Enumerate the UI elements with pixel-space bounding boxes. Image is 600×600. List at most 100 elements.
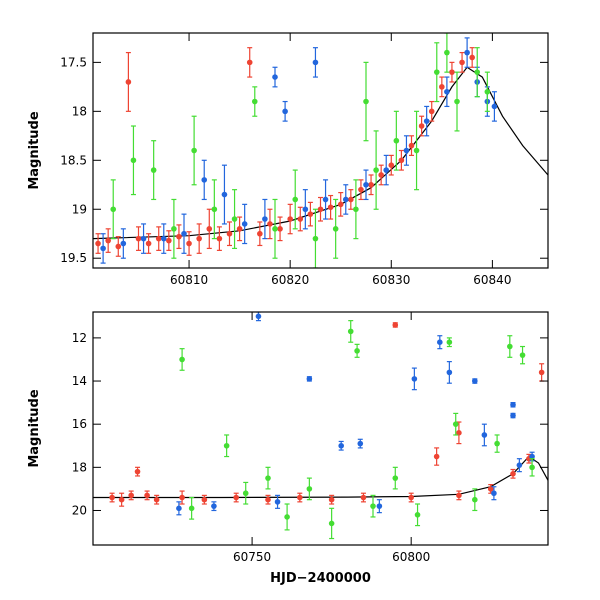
data-point	[171, 226, 177, 232]
y-tick-label: 19	[72, 202, 87, 216]
data-point	[456, 430, 462, 436]
data-point	[338, 442, 344, 449]
data-point	[444, 49, 450, 56]
data-point	[342, 196, 349, 203]
data-point	[347, 328, 354, 335]
data-point	[357, 440, 364, 447]
data-point	[538, 369, 545, 376]
model-curve	[93, 455, 548, 499]
data-point	[392, 475, 399, 481]
data-point	[322, 196, 329, 203]
data-point	[452, 421, 459, 427]
data-point	[398, 157, 405, 164]
data-point	[332, 226, 339, 232]
x-tick-label: 60820	[271, 273, 309, 287]
data-point	[302, 206, 309, 213]
y-tick-label: 18	[72, 460, 87, 474]
data-point	[403, 147, 410, 154]
data-point	[510, 471, 516, 477]
data-point	[130, 157, 137, 164]
data-point	[383, 167, 390, 173]
data-point	[363, 181, 369, 188]
data-point	[140, 235, 147, 242]
data-point	[449, 69, 455, 75]
data-point	[491, 103, 498, 110]
data-point	[109, 494, 115, 501]
data-point	[360, 494, 367, 501]
data-point	[272, 226, 278, 232]
x-tick-label: 60840	[473, 273, 511, 287]
data-point	[251, 98, 258, 105]
data-point	[413, 147, 420, 154]
x-tick-label: 60830	[372, 273, 410, 287]
data-point	[306, 376, 313, 382]
data-point	[216, 235, 223, 242]
data-point	[242, 490, 249, 497]
data-point	[358, 186, 364, 193]
data-point	[312, 235, 319, 242]
data-point	[115, 243, 122, 250]
data-point	[437, 339, 443, 346]
y-tick-label: 19.5	[60, 251, 87, 265]
data-point	[196, 235, 202, 242]
data-point	[393, 137, 400, 144]
data-point	[257, 230, 263, 237]
data-point	[484, 88, 491, 95]
data-point	[312, 59, 319, 66]
data-point	[95, 240, 101, 247]
y-tick-label: 16	[72, 417, 87, 431]
data-point	[206, 226, 213, 232]
data-point	[510, 412, 516, 419]
data-point	[201, 177, 208, 183]
data-point	[233, 494, 239, 501]
data-point	[472, 378, 478, 384]
y-tick-label: 20	[72, 503, 87, 517]
data-point	[446, 339, 453, 346]
data-point	[354, 348, 360, 354]
data-point	[378, 172, 384, 178]
data-series	[95, 47, 475, 257]
plot-area	[93, 312, 548, 540]
data-point	[277, 226, 283, 232]
data-point	[348, 196, 354, 203]
data-point	[120, 240, 127, 247]
data-point	[423, 118, 430, 124]
data-point	[408, 494, 414, 501]
data-point	[282, 108, 288, 115]
data-point	[368, 181, 374, 188]
plot-area	[93, 33, 548, 268]
data-point	[221, 191, 228, 198]
data-point	[446, 369, 453, 376]
data-point	[166, 237, 172, 244]
y-axis-label: Magnitude	[27, 111, 42, 190]
data-point	[287, 216, 293, 222]
data-point	[223, 442, 230, 449]
y-tick-label: 18	[72, 104, 87, 118]
y-tick-label: 18.5	[60, 153, 87, 167]
data-point	[297, 216, 304, 222]
data-point	[211, 503, 217, 509]
data-point	[236, 226, 243, 232]
data-point	[284, 514, 290, 520]
data-point	[255, 313, 262, 320]
data-point	[454, 98, 460, 105]
data-point	[418, 123, 425, 129]
y-axis-label: Magnitude	[27, 389, 42, 468]
data-point	[262, 216, 268, 222]
data-point	[145, 240, 152, 247]
data-point	[481, 432, 488, 438]
data-point	[176, 233, 182, 240]
data-point	[135, 235, 142, 242]
data-point	[211, 206, 218, 213]
data-point	[507, 343, 513, 350]
data-point	[272, 74, 278, 80]
bottom-panel: 60750 60800 12 14 16 18 20 Magnitude HJD−2400000	[27, 311, 549, 586]
data-point	[392, 322, 399, 328]
data-point	[428, 108, 435, 115]
data-point	[487, 486, 494, 492]
y-tick-label: 17.5	[60, 55, 87, 69]
data-point	[105, 237, 111, 244]
data-point	[246, 59, 253, 66]
data-point	[179, 494, 185, 501]
data-point	[464, 49, 470, 56]
